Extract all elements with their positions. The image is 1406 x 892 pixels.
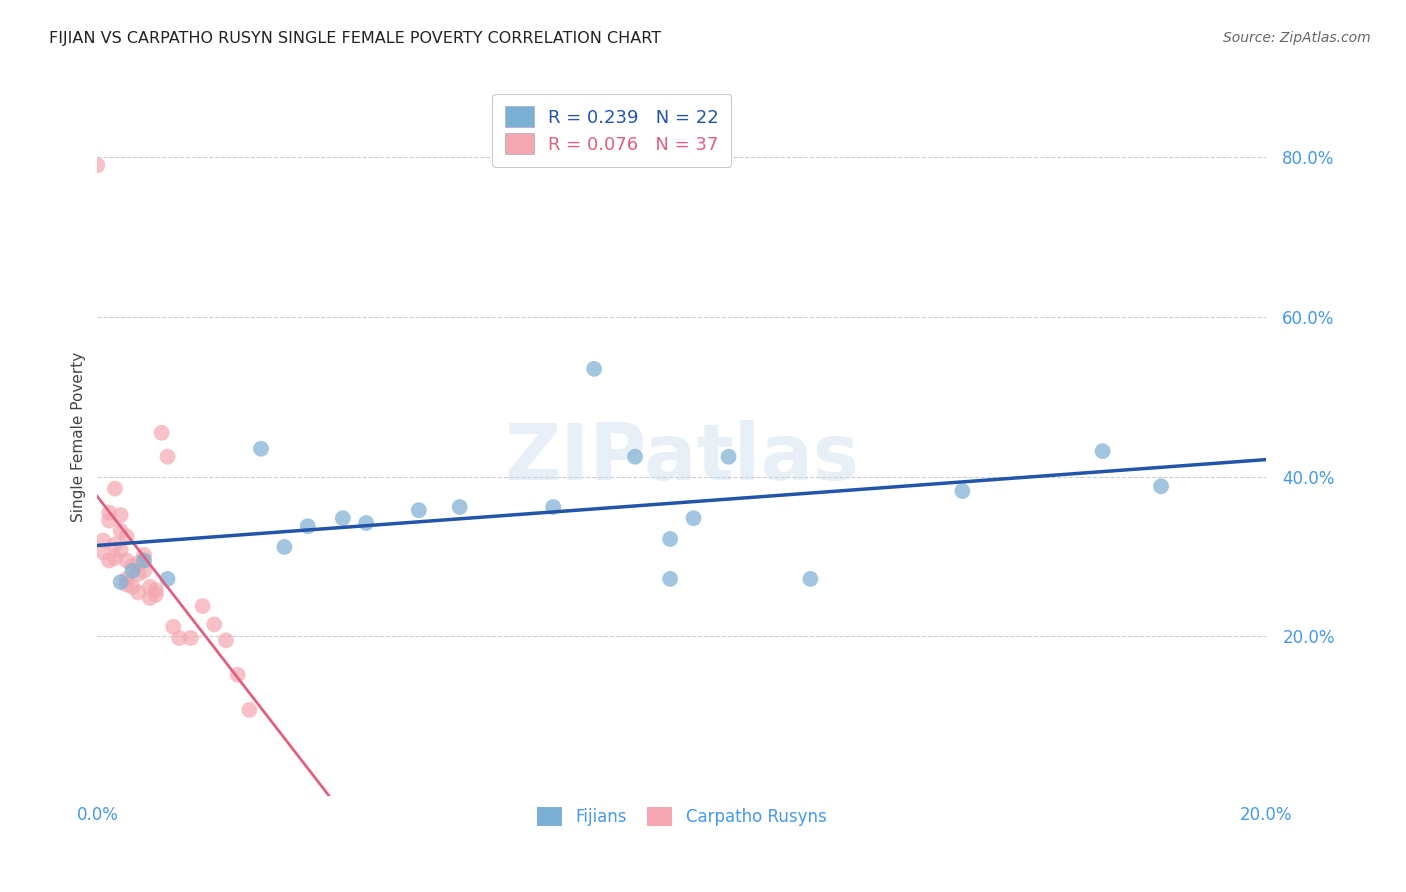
Point [624, 450, 647, 464]
Point [139, 580, 162, 594]
Point [110, 508, 132, 522]
Point [145, 583, 167, 598]
Point [127, 556, 149, 570]
Point [156, 572, 179, 586]
Point [162, 620, 184, 634]
Point [121, 580, 143, 594]
Point [145, 588, 167, 602]
Point [127, 567, 149, 582]
Point [226, 667, 249, 681]
Point [167, 631, 190, 645]
Text: ZIPatlas: ZIPatlas [505, 420, 859, 496]
Point [110, 575, 132, 590]
Point [121, 564, 143, 578]
Point [583, 362, 606, 376]
Point [1150, 479, 1173, 493]
Point [104, 537, 127, 551]
Point [408, 503, 430, 517]
Point [86, 158, 108, 172]
Point [132, 553, 155, 567]
Point [104, 482, 127, 496]
Point [717, 450, 740, 464]
Point [191, 599, 214, 613]
Point [354, 516, 377, 530]
Point [682, 511, 704, 525]
Y-axis label: Single Female Poverty: Single Female Poverty [72, 351, 86, 522]
Point [115, 577, 138, 591]
Point [250, 442, 273, 456]
Point [104, 551, 127, 566]
Point [659, 572, 682, 586]
Point [132, 548, 155, 562]
Point [202, 617, 225, 632]
Point [332, 511, 354, 525]
Point [115, 572, 138, 586]
Point [449, 500, 471, 514]
Point [110, 543, 132, 558]
Text: FIJIAN VS CARPATHO RUSYN SINGLE FEMALE POVERTY CORRELATION CHART: FIJIAN VS CARPATHO RUSYN SINGLE FEMALE P… [49, 31, 661, 46]
Point [297, 519, 319, 533]
Point [121, 559, 143, 574]
Point [541, 500, 564, 514]
Point [127, 585, 149, 599]
Point [156, 450, 179, 464]
Text: Source: ZipAtlas.com: Source: ZipAtlas.com [1223, 31, 1371, 45]
Point [115, 553, 138, 567]
Point [115, 530, 138, 544]
Point [139, 591, 162, 605]
Point [98, 506, 121, 520]
Point [98, 553, 121, 567]
Legend: Fijians, Carpatho Rusyns: Fijians, Carpatho Rusyns [529, 799, 835, 835]
Point [273, 540, 295, 554]
Point [180, 631, 202, 645]
Point [98, 514, 121, 528]
Point [238, 703, 260, 717]
Point [1091, 444, 1114, 458]
Point [91, 545, 114, 559]
Point [150, 425, 173, 440]
Point [110, 524, 132, 538]
Point [91, 533, 114, 548]
Point [215, 633, 238, 648]
Point [799, 572, 821, 586]
Point [950, 484, 973, 499]
Point [659, 532, 682, 546]
Point [132, 564, 155, 578]
